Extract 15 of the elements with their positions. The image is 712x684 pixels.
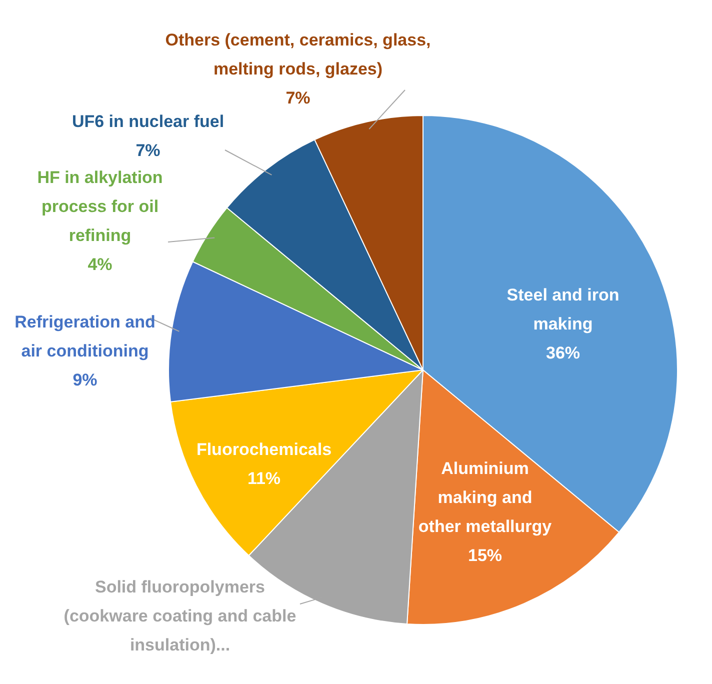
data-label: 36%	[546, 344, 580, 363]
slice-label: Fluorochemicals	[196, 440, 332, 460]
data-label: 4%	[88, 255, 112, 274]
data-label: 11%	[247, 469, 281, 488]
slice-label: Steel and iron making	[506, 286, 620, 334]
slice-label: Aluminium making and other metallurgy	[418, 459, 552, 536]
slice-label: Refrigeration and air conditioning	[14, 312, 156, 361]
data-label: 7%	[136, 141, 160, 160]
slice-label: UF6 in nuclear fuel	[72, 112, 224, 132]
data-label: 7%	[286, 88, 310, 108]
slice-label: Others (cement, ceramics, glass, melting rods, glazes)	[165, 30, 431, 79]
slice-label: HF in alkylation process for oil refining	[37, 168, 163, 246]
slice-label: Solid fluoropolymers (cookware coating and cable insulation)...	[64, 578, 296, 655]
data-label: 9%	[72, 370, 98, 390]
data-label: 15%	[468, 546, 502, 566]
